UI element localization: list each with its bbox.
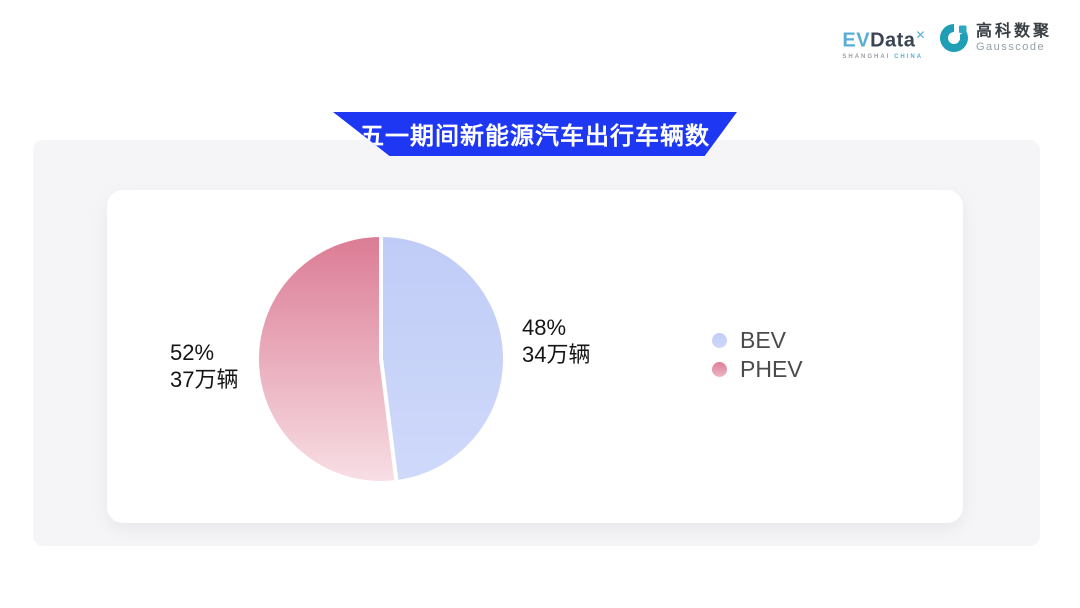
pie-chart: [254, 233, 507, 485]
legend-item-phev[interactable]: PHEV: [712, 358, 803, 381]
pie-slice-bev[interactable]: [379, 233, 507, 485]
phev-legend-bullet-icon: [712, 362, 727, 377]
chart-title: 五一期间新能源汽车出行车辆数: [360, 122, 710, 150]
evdata-logo: EVData✕ SHANGHAI CHINA: [842, 22, 926, 60]
phev-slice-label: 52% 37万辆: [170, 339, 238, 393]
pie-slice-phev[interactable]: [254, 233, 399, 485]
phev-value: 37万辆: [170, 367, 239, 392]
evdata-wordmark: EVData✕: [842, 25, 926, 51]
bev-percent: 48%: [522, 315, 567, 340]
evdata-x-icon: ✕: [915, 28, 926, 42]
bev-legend-label: BEV: [740, 327, 787, 353]
phev-percent: 52%: [170, 340, 215, 365]
header-logos: EVData✕ SHANGHAI CHINA 高科数聚 Gausscode: [842, 22, 1052, 60]
gausscode-cn-name: 高科数聚: [975, 22, 1052, 40]
bev-value: 34万辆: [522, 342, 591, 367]
gausscode-g-icon: [939, 23, 968, 52]
bev-slice-label: 48% 34万辆: [522, 314, 590, 368]
chart-legend: BEV PHEV: [712, 329, 803, 381]
evdata-data-text: Data: [870, 29, 916, 52]
bev-legend-bullet-icon: [712, 333, 727, 348]
evdata-subtitle: SHANGHAI CHINA: [842, 54, 926, 60]
evdata-ev-text: EV: [842, 29, 871, 52]
chart-card: [107, 190, 963, 523]
chart-title-banner: 五一期间新能源汽车出行车辆数: [333, 112, 737, 156]
legend-item-bev[interactable]: BEV: [712, 329, 803, 352]
gausscode-logo: 高科数聚 Gausscode: [938, 22, 1052, 54]
evdata-subtitle-left: SHANGHAI: [842, 53, 891, 60]
gausscode-text: 高科数聚 Gausscode: [976, 23, 1052, 54]
evdata-subtitle-right: CHINA: [894, 53, 924, 60]
phev-legend-label: PHEV: [740, 356, 803, 382]
gausscode-en-name: Gausscode: [975, 40, 1046, 53]
